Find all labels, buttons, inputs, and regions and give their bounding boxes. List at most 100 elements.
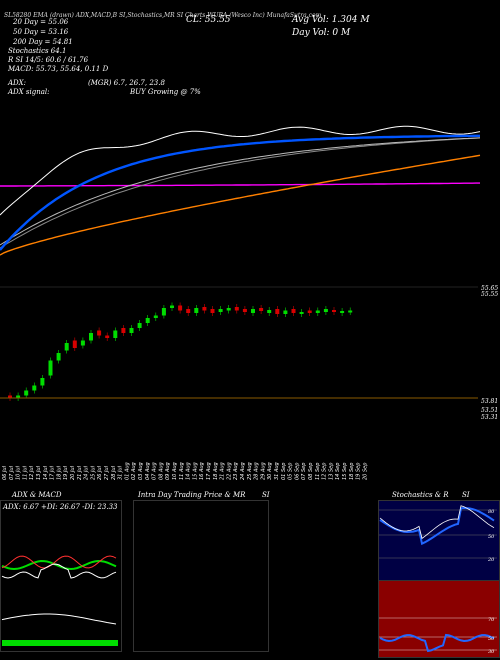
date-tick-label: 05 Sep <box>288 463 294 480</box>
candle-body <box>315 310 320 313</box>
date-tick-label: 10 Jul <box>16 465 22 480</box>
date-tick-label: 07 Jul <box>9 465 15 480</box>
candle-body <box>275 309 280 314</box>
candle-body <box>121 328 126 333</box>
candle-body <box>97 330 102 336</box>
date-tick-label: 06 Jul <box>2 465 8 480</box>
date-tick-label: 28 Jul <box>111 465 117 480</box>
date-tick-label: 04 Aug <box>145 462 151 480</box>
candle-body <box>291 309 296 313</box>
date-tick-label: 06 Sep <box>294 463 300 480</box>
intra-panel-suffix: SI <box>262 491 270 499</box>
rsi-level-70: 70 <box>488 617 495 623</box>
ema20-line <box>0 125 481 216</box>
right-axis-top: 55.65 <box>481 285 499 292</box>
candle-body <box>234 307 239 311</box>
candle-body <box>186 309 191 313</box>
date-axis: 06 Jul 07 Jul 10 Jul 11 Jul 12 Jul 13 Jul 14 J… <box>2 462 368 480</box>
chart-header-line: SL58280 EMA (drawn) ADX,MACD,B SI,Stocha… <box>4 12 322 19</box>
right-axis-low1: 53.81 <box>481 398 499 405</box>
candle-body <box>40 378 45 386</box>
stoch-panel-title: Stochastics & R <box>392 491 449 499</box>
candle-body <box>105 335 110 338</box>
candle-body <box>299 312 304 314</box>
date-tick-label: 13 Sep <box>328 463 334 480</box>
candle-body <box>218 309 223 312</box>
date-tick-label: 29 Aug <box>260 462 266 480</box>
date-tick-label: 24 Aug <box>240 462 246 480</box>
date-tick-label: 18 Sep <box>349 463 355 480</box>
candle-body <box>129 328 134 333</box>
candle-body <box>145 318 150 323</box>
date-tick-label: 31 Aug <box>274 462 280 480</box>
candle-body <box>64 343 69 351</box>
ema50-label: 50 Day = 53.16 <box>13 28 69 36</box>
date-tick-label: 03 Aug <box>138 462 144 480</box>
ema-lines <box>0 125 481 256</box>
candle-body <box>113 330 118 338</box>
candles <box>8 302 353 401</box>
date-tick-label: 01 Sep <box>281 463 287 480</box>
candle-body <box>16 395 21 398</box>
ema200-label: 200 Day = 54.81 <box>13 38 73 46</box>
ema-grey-line-2 <box>0 137 481 246</box>
candle-body <box>137 323 142 328</box>
right-axis-low3: 53.31 <box>481 414 499 421</box>
candle-body <box>210 309 215 313</box>
rsi-label: R SI 14/5: 60.6 / 61.76 <box>8 56 89 64</box>
adx-signal-label: ADX signal: <box>8 88 50 96</box>
candle-body <box>340 311 345 313</box>
rsi-panel <box>378 580 500 658</box>
date-tick-label: 12 Sep <box>322 463 328 480</box>
avg-volume: Avg Vol: 1.304 M <box>292 15 370 25</box>
day-volume: Day Vol: 0 M <box>292 28 351 38</box>
date-tick-label: 23 Aug <box>233 462 239 480</box>
adx-label: ADX: <box>8 79 27 87</box>
date-tick-label: 18 Jul <box>56 465 62 480</box>
price-chart: 06 Jul 07 Jul 10 Jul 11 Jul 12 Jul 13 Jul 14 J… <box>0 125 481 480</box>
ema50-line <box>0 134 480 251</box>
date-tick-label: 11 Aug <box>179 462 185 480</box>
ema100-line <box>0 182 480 187</box>
adx-panel-title: ADX & MACD <box>12 491 62 499</box>
adx-panel: ADX: 6.67 +DI: 26.67 -DI: 23.33 <box>0 500 122 652</box>
candle-body <box>259 308 264 311</box>
candle-body <box>283 310 288 314</box>
date-tick-label: 14 Aug <box>186 462 192 480</box>
date-tick-label: 28 Aug <box>254 462 260 480</box>
adx-value: (MGR) 6.7, 26.7, 23.8 <box>88 79 165 87</box>
stochastics-panel <box>378 500 500 582</box>
date-tick-label: 11 Jul <box>22 465 28 480</box>
candle-body <box>202 307 207 311</box>
stochastics-label: Stochastics 64.1 <box>8 47 67 55</box>
adx-panel-values: ADX: 6.67 +DI: 26.67 -DI: 23.33 <box>3 503 118 511</box>
date-tick-label: 13 Jul <box>36 465 42 480</box>
adx-signal-value: BUY Growing @ 7% <box>130 88 201 96</box>
date-tick-label: 26 Jul <box>97 465 103 480</box>
candle-body <box>56 353 61 361</box>
candle-body <box>323 309 328 312</box>
candle-body <box>153 315 158 318</box>
date-tick-label: 08 Sep <box>308 463 314 480</box>
date-tick-label: 22 Aug <box>226 462 232 480</box>
date-tick-label: 08 Aug <box>158 462 164 480</box>
date-tick-label: 12 Jul <box>29 465 35 480</box>
stoch-level-80: 80 <box>488 509 495 515</box>
date-tick-label: 20 Jul <box>70 465 76 480</box>
date-tick-label: 31 Jul <box>118 465 124 480</box>
date-tick-label: 27 Jul <box>104 465 110 480</box>
date-tick-label: 14 Sep <box>335 463 341 480</box>
date-tick-label: 14 Jul <box>43 465 49 480</box>
intra-panel-title: Intra Day Trading Price & MR <box>138 491 246 499</box>
date-tick-label: 09 Aug <box>165 462 171 480</box>
candle-body <box>226 308 231 311</box>
stoch-level-20: 20 <box>488 557 495 563</box>
candle-body <box>89 333 93 341</box>
candle-body <box>72 340 77 348</box>
candle-body <box>332 310 336 312</box>
candle-body <box>8 395 12 398</box>
date-tick-label: 21 Aug <box>220 462 226 480</box>
date-tick-label: 20 Sep <box>362 463 368 480</box>
date-tick-label: 21 Jul <box>77 465 83 480</box>
date-tick-label: 10 Aug <box>172 462 178 480</box>
